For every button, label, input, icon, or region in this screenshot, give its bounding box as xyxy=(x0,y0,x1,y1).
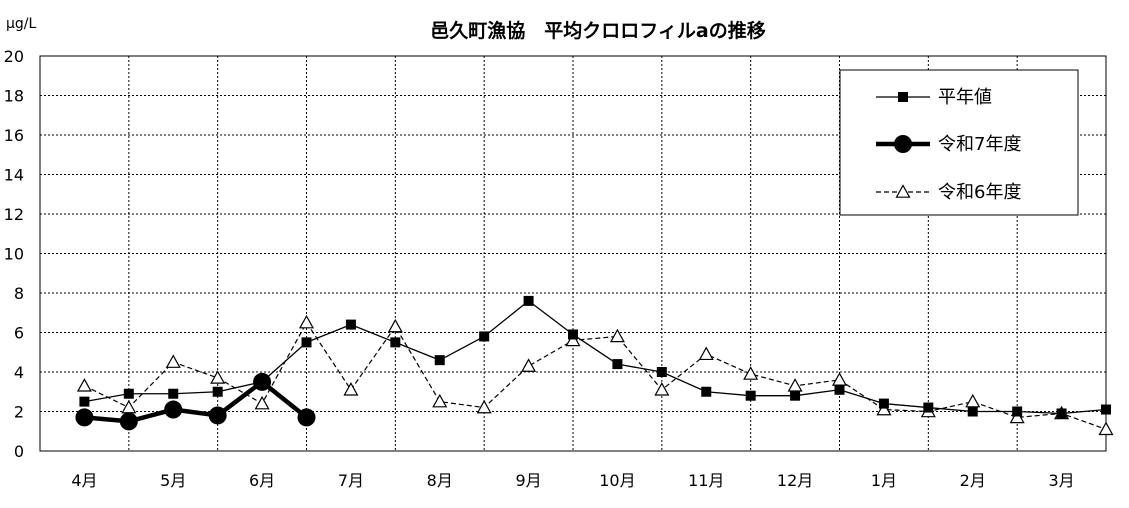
data-point xyxy=(831,372,848,386)
y-tick-label: 0 xyxy=(14,442,24,461)
data-point xyxy=(123,388,134,399)
x-tick-label: 3月 xyxy=(1048,471,1074,490)
legend-label: 平年値 xyxy=(938,87,992,108)
x-tick-label: 12月 xyxy=(777,471,813,490)
data-point xyxy=(834,384,845,395)
x-tick-label: 8月 xyxy=(427,471,453,490)
legend-label: 令和6年度 xyxy=(938,182,1021,203)
data-point xyxy=(208,406,227,425)
data-point xyxy=(521,358,537,372)
data-point xyxy=(523,295,534,306)
unit-label: μg/L xyxy=(6,16,37,32)
data-point xyxy=(76,378,92,392)
data-point xyxy=(1056,408,1067,419)
series-2 xyxy=(76,314,1114,436)
series-1 xyxy=(75,372,316,431)
x-tick-label: 1月 xyxy=(871,471,897,490)
data-point xyxy=(165,354,181,368)
legend-marker xyxy=(898,92,908,102)
y-tick-label: 6 xyxy=(14,324,24,343)
y-tick-label: 2 xyxy=(14,403,24,422)
y-tick-label: 20 xyxy=(4,47,24,66)
y-tick-label: 8 xyxy=(14,284,24,303)
data-point xyxy=(656,367,667,377)
legend-item-0: 平年値 xyxy=(876,87,992,108)
data-point xyxy=(568,329,578,340)
x-tick-label: 7月 xyxy=(338,471,364,490)
data-point xyxy=(609,328,625,343)
data-point xyxy=(612,359,623,370)
data-point xyxy=(297,408,316,427)
data-point xyxy=(1009,409,1025,424)
data-point xyxy=(965,393,981,408)
series-line xyxy=(84,300,1107,415)
data-point xyxy=(1098,421,1114,436)
x-tick-label: 6月 xyxy=(249,471,275,490)
data-point xyxy=(432,393,448,408)
data-point xyxy=(701,386,712,397)
data-point xyxy=(119,412,138,431)
data-point xyxy=(787,378,803,392)
data-point xyxy=(790,390,801,401)
data-point xyxy=(565,332,581,347)
data-point xyxy=(164,400,183,419)
x-axis-ticks: 4月 5月 6月 7月 8月 9月 10月 11月 12月 1月 2月 3月 xyxy=(71,471,1074,490)
series-layer xyxy=(75,295,1114,436)
data-point xyxy=(390,337,401,348)
data-point xyxy=(1012,406,1023,417)
y-tick-label: 18 xyxy=(4,87,24,106)
data-point xyxy=(967,406,978,417)
legend-marker xyxy=(894,135,912,153)
y-tick-label: 12 xyxy=(4,205,24,224)
data-point xyxy=(1101,404,1111,415)
data-point xyxy=(301,337,312,348)
data-point xyxy=(654,382,670,396)
y-axis-ticks: 0 2 4 6 8 10 12 14 16 18 20 xyxy=(4,47,24,461)
data-point xyxy=(75,408,94,427)
data-point xyxy=(212,386,223,397)
x-tick-label: 10月 xyxy=(599,471,635,490)
data-point xyxy=(876,401,892,416)
data-point xyxy=(878,398,889,409)
x-tick-label: 4月 xyxy=(71,471,97,490)
data-point xyxy=(210,370,226,384)
data-point xyxy=(387,318,403,333)
series-0 xyxy=(79,295,1111,419)
data-point xyxy=(745,390,756,401)
data-point xyxy=(743,366,759,380)
plot-area-border xyxy=(39,55,1107,452)
data-point xyxy=(253,372,272,391)
data-point xyxy=(479,331,490,342)
x-tick-label: 9月 xyxy=(515,471,541,490)
x-tick-label: 2月 xyxy=(960,471,986,490)
data-point xyxy=(298,314,315,329)
legend-label: 令和7年度 xyxy=(938,134,1021,155)
series-line xyxy=(84,322,1107,430)
data-point xyxy=(254,395,270,410)
legend-item-1: 令和7年度 xyxy=(876,134,1021,155)
data-point xyxy=(79,396,90,407)
legend-item-2: 令和6年度 xyxy=(876,182,1021,203)
data-point xyxy=(698,346,714,361)
chart-title: 邑久町漁協 平均クロロフィルaの推移 xyxy=(430,19,765,42)
legend-marker xyxy=(895,184,911,198)
data-point xyxy=(434,355,445,366)
data-point xyxy=(476,399,492,414)
data-point xyxy=(168,388,179,399)
y-tick-label: 16 xyxy=(4,126,24,145)
y-tick-label: 14 xyxy=(4,166,24,185)
data-point xyxy=(343,382,359,396)
x-tick-label: 5月 xyxy=(160,471,186,490)
data-point xyxy=(923,402,934,413)
y-tick-label: 10 xyxy=(4,245,24,264)
y-tick-label: 4 xyxy=(14,363,24,382)
grid xyxy=(40,56,1106,451)
x-tick-label: 11月 xyxy=(688,471,724,490)
data-point xyxy=(345,319,356,330)
